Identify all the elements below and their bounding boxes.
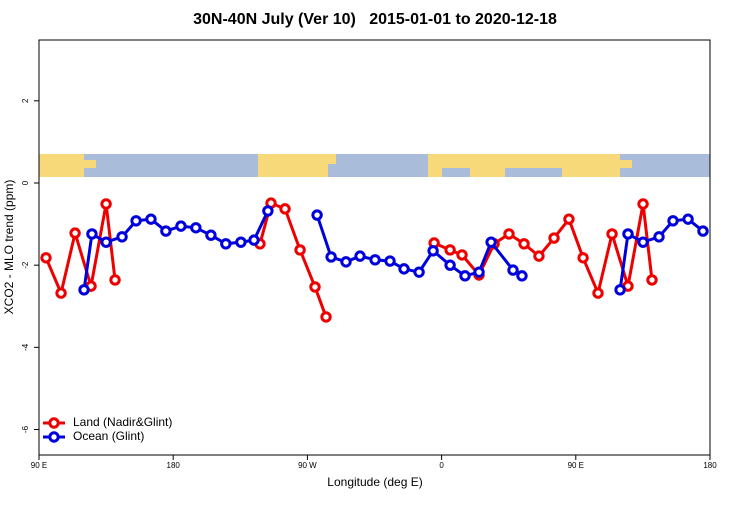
y-tick-label: 0 [21, 180, 30, 185]
point [78, 284, 90, 296]
point [86, 228, 98, 240]
point [577, 252, 589, 264]
point [55, 287, 67, 299]
point [507, 264, 519, 276]
point [116, 231, 128, 243]
point [220, 238, 232, 250]
point [459, 270, 471, 282]
point [69, 227, 81, 239]
point [40, 252, 52, 264]
point [413, 266, 425, 278]
x-tick-label: 0 [439, 461, 444, 470]
x-tick-label: 180 [703, 461, 717, 470]
point [325, 251, 337, 263]
point [384, 255, 396, 267]
plot-frame [38, 39, 711, 456]
point [456, 249, 468, 261]
point [646, 274, 658, 286]
point [637, 236, 649, 248]
point [563, 213, 575, 225]
point [235, 236, 247, 248]
map-strip [39, 154, 710, 177]
point [503, 228, 515, 240]
point [205, 229, 217, 241]
y-tick-label: -2 [21, 261, 30, 269]
legend-label: Ocean (Glint) [73, 429, 144, 443]
y-axis-label: XCO2 - MLO trend (ppm) [2, 180, 16, 315]
y-tick-label: -4 [21, 343, 30, 351]
point [667, 215, 679, 227]
point [444, 259, 456, 271]
point [354, 250, 366, 262]
point [548, 232, 560, 244]
point [614, 284, 626, 296]
point [533, 250, 545, 262]
x-tick-label: 180 [167, 461, 181, 470]
point [473, 266, 485, 278]
x-tick-label: 90 E [568, 461, 584, 470]
y-tick-label: -6 [21, 425, 30, 433]
x-tick-label: 90 W [298, 461, 317, 470]
point [145, 213, 157, 225]
point [485, 236, 497, 248]
legend-marker [48, 431, 60, 443]
point [622, 228, 634, 240]
point [606, 228, 618, 240]
point [100, 236, 112, 248]
point [516, 270, 528, 282]
point [592, 287, 604, 299]
point [190, 222, 202, 234]
point [518, 238, 530, 250]
point [294, 244, 306, 256]
point [262, 205, 274, 217]
point [398, 263, 410, 275]
point [369, 254, 381, 266]
legend-marker [48, 417, 60, 429]
point [175, 220, 187, 232]
point [653, 231, 665, 243]
point [320, 311, 332, 323]
point [309, 281, 321, 293]
x-tick-label: 90 E [31, 461, 47, 470]
point [130, 215, 142, 227]
point [109, 274, 121, 286]
point [279, 203, 291, 215]
point [311, 209, 323, 221]
point [340, 256, 352, 268]
legend-label: Land (Nadir&Glint) [73, 415, 172, 429]
x-axis-label: Longitude (deg E) [327, 475, 422, 489]
chart-title: 30N-40N July (Ver 10) 2015-01-01 to 2020… [193, 11, 557, 28]
point [160, 225, 172, 237]
point [637, 198, 649, 210]
point [697, 225, 709, 237]
point [427, 245, 439, 257]
y-tick-label: 2 [21, 98, 30, 103]
point [682, 213, 694, 225]
point [248, 234, 260, 246]
point [444, 244, 456, 256]
point [100, 198, 112, 210]
